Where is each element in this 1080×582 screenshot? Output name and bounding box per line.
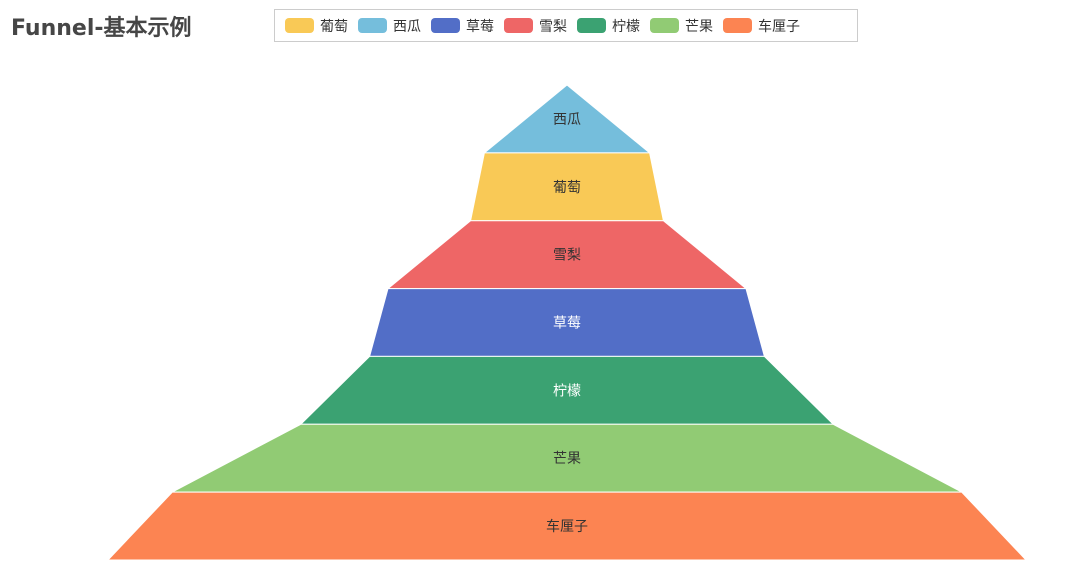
- legend-item[interactable]: 葡萄: [285, 16, 348, 36]
- funnel-segment-label: 草莓: [553, 316, 581, 332]
- funnel-segment-label: 葡萄: [553, 180, 581, 196]
- legend-label: 葡萄: [320, 18, 348, 35]
- funnel-segment-label: 芒果: [553, 451, 581, 467]
- legend-item[interactable]: 车厘子: [723, 16, 800, 36]
- legend-label: 西瓜: [393, 18, 421, 35]
- legend-swatch: [358, 18, 387, 33]
- legend-label: 芒果: [685, 18, 713, 35]
- legend-swatch: [504, 18, 533, 33]
- legend-item[interactable]: 柠檬: [577, 16, 640, 36]
- funnel-segment-label: 柠檬: [553, 383, 581, 399]
- funnel-segment-label: 西瓜: [553, 112, 581, 128]
- legend: 葡萄 西瓜 草莓 雪梨 柠檬 芒果 车厘子: [274, 9, 858, 42]
- funnel-segment-label: 车厘子: [546, 518, 588, 535]
- legend-label: 草莓: [466, 18, 494, 35]
- legend-swatch: [431, 18, 460, 33]
- legend-swatch: [285, 18, 314, 33]
- funnel-segment-label: 雪梨: [553, 248, 581, 264]
- chart-title: Funnel-基本示例: [11, 16, 192, 41]
- legend-swatch: [577, 18, 606, 33]
- legend-swatch: [723, 18, 752, 33]
- legend-label: 雪梨: [539, 18, 567, 35]
- legend-label: 柠檬: [612, 18, 640, 35]
- legend-item[interactable]: 西瓜: [358, 16, 421, 36]
- legend-item[interactable]: 草莓: [431, 16, 494, 36]
- legend-swatch: [650, 18, 679, 33]
- legend-item[interactable]: 雪梨: [504, 16, 567, 36]
- funnel-segment[interactable]: [106, 491, 1028, 561]
- legend-label: 车厘子: [758, 18, 800, 35]
- legend-item[interactable]: 芒果: [650, 16, 713, 36]
